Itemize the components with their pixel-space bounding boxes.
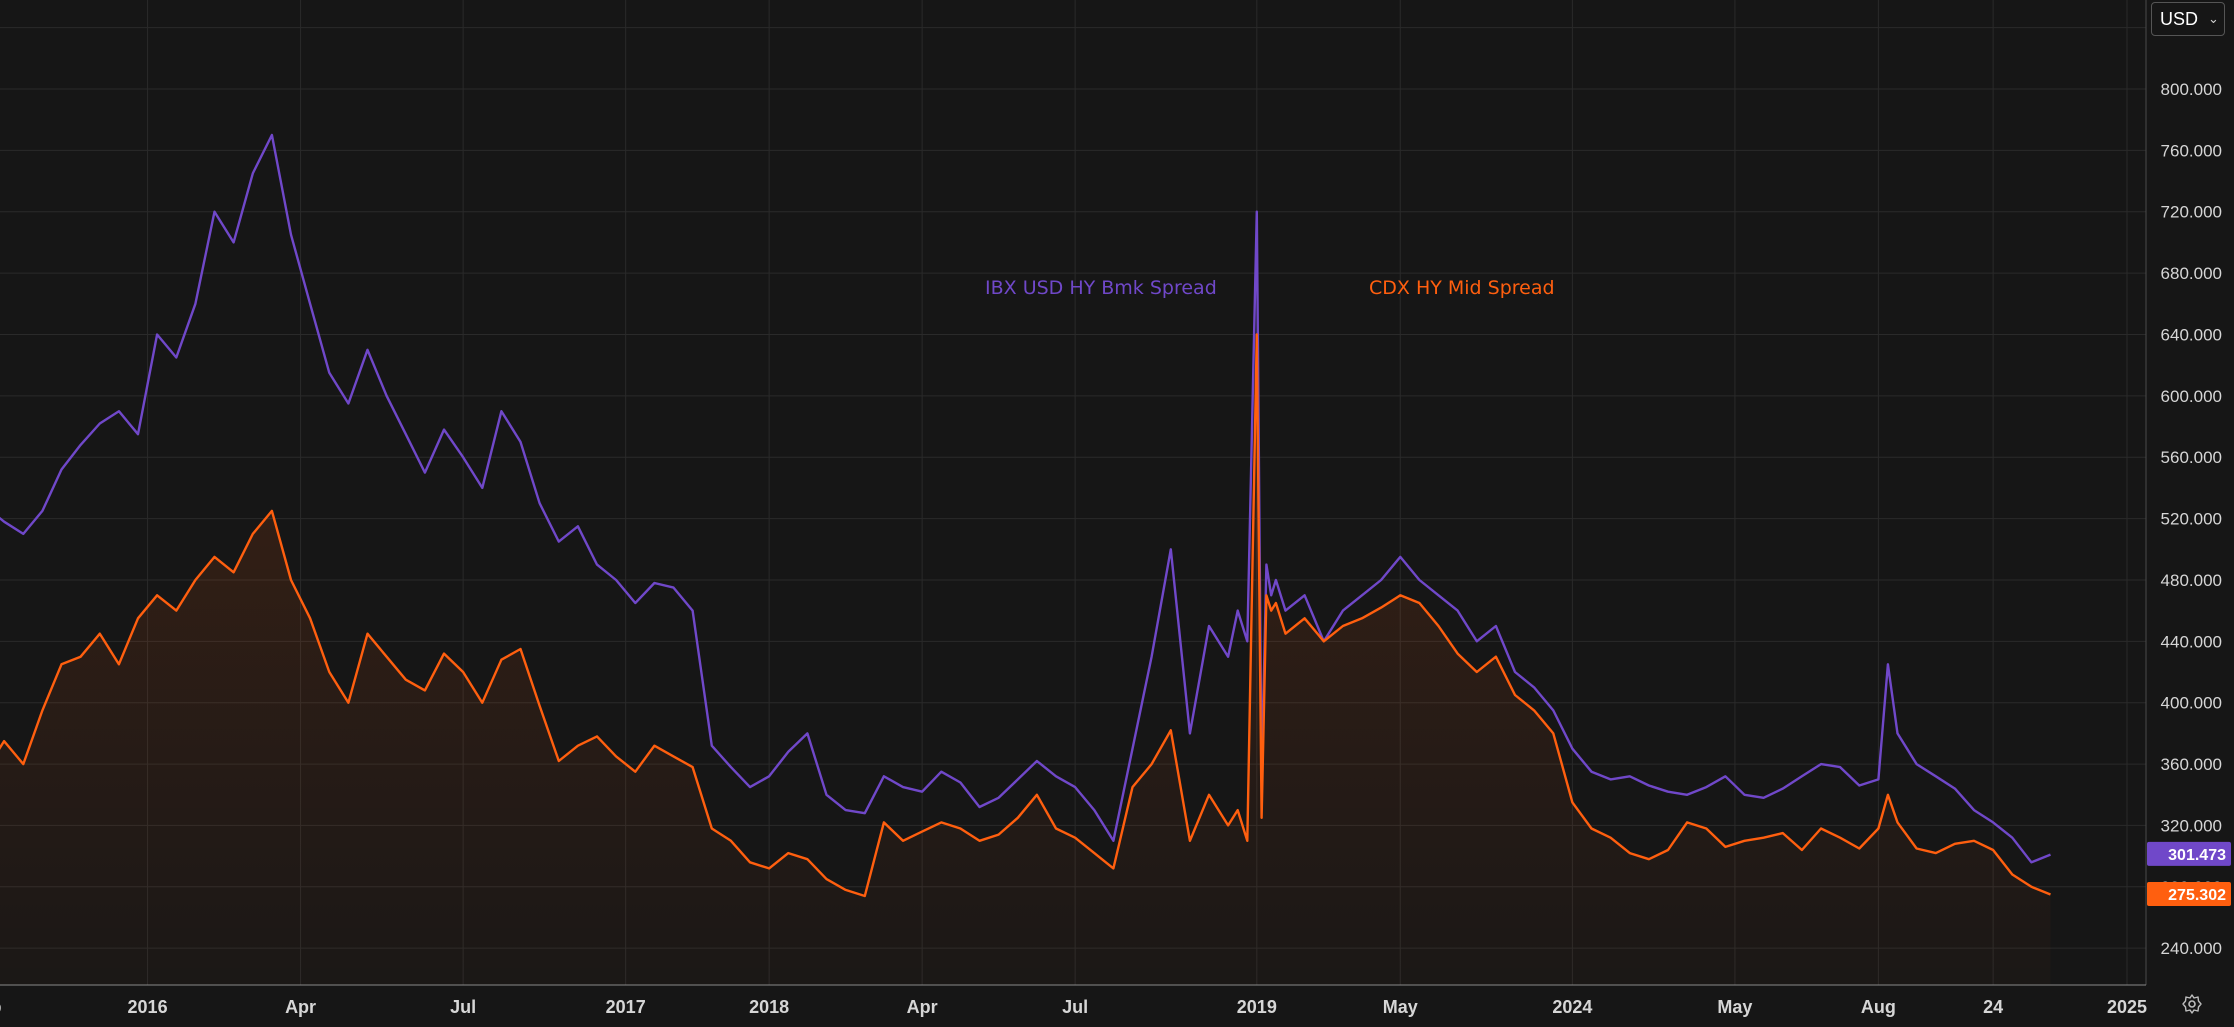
last-value-badge-ibx: 301.473 <box>2168 847 2226 864</box>
y-tick-label: 360.000 <box>2161 755 2222 774</box>
grid-lines <box>0 0 2146 985</box>
x-tick-label: 2024 <box>1552 997 1592 1017</box>
x-tick-label: 24 <box>1983 997 2003 1017</box>
y-tick-label: 440.000 <box>2161 632 2222 651</box>
currency-value: USD <box>2160 8 2199 29</box>
y-tick-label: 600.000 <box>2161 387 2222 406</box>
x-tick-label: Aug <box>1861 997 1896 1017</box>
legend-ibx-usd-hy-bmk-spread: IBX USD HY Bmk Spread <box>985 277 1217 299</box>
y-tick-label: 320.000 <box>2161 816 2222 835</box>
time-axis[interactable]: Sep 2016 Apr Jul 2017 2018 Apr Jul 2019 May 2024 Ma… <box>0 997 2147 1017</box>
x-tick-label: Apr <box>285 997 316 1017</box>
y-tick-label: 800.000 <box>2161 80 2222 99</box>
y-tick-label: 760.000 <box>2161 141 2222 160</box>
settings-gear-glyph <box>2182 994 2202 1014</box>
y-tick-label: 480.000 <box>2161 571 2222 590</box>
currency-selector[interactable]: USD ⌄ <box>2151 2 2225 36</box>
x-tick-label: 2025 <box>2107 997 2147 1017</box>
y-tick-label: 680.000 <box>2161 264 2222 283</box>
y-tick-label: 400.000 <box>2161 694 2222 713</box>
x-tick-label: Sep <box>0 997 2 1017</box>
series-line-ibx-usd-hy-bmk-spread <box>0 133 2051 864</box>
y-tick-label: 520.000 <box>2161 510 2222 529</box>
last-value-badge-cdx: 275.302 <box>2168 887 2226 904</box>
x-tick-label: 2017 <box>606 997 646 1017</box>
last-value-badge-cdx-bg <box>2147 882 2231 907</box>
x-tick-label: 2018 <box>749 997 789 1017</box>
x-tick-label: 2016 <box>128 997 168 1017</box>
price-axis[interactable]: 240.000280.000320.000360.000400.000440.0… <box>2161 80 2222 958</box>
y-tick-label: 560.000 <box>2161 448 2222 467</box>
x-tick-label: May <box>1717 997 1752 1017</box>
cdx-hy-area-fill <box>0 334 2051 985</box>
legend-cdx-hy-mid-spread: CDX HY Mid Spread <box>1369 277 1555 299</box>
chevron-down-icon: ⌄ <box>2208 11 2219 26</box>
y-tick-label: 240.000 <box>2161 939 2222 958</box>
settings-gear-icon[interactable] <box>2178 990 2206 1018</box>
x-tick-label: Apr <box>907 997 938 1017</box>
last-value-badges: 301.473 275.302 <box>2147 841 2231 907</box>
x-tick-label: 2019 <box>1237 997 1277 1017</box>
y-tick-label: 720.000 <box>2161 203 2222 222</box>
x-tick-label: May <box>1383 997 1418 1017</box>
x-tick-label: Jul <box>1062 997 1088 1017</box>
series-line-cdx-hy-mid-spread <box>0 333 2051 898</box>
last-value-badge-ibx-bg <box>2147 841 2231 866</box>
x-tick-label: Jul <box>450 997 476 1017</box>
y-tick-label: 640.000 <box>2161 325 2222 344</box>
